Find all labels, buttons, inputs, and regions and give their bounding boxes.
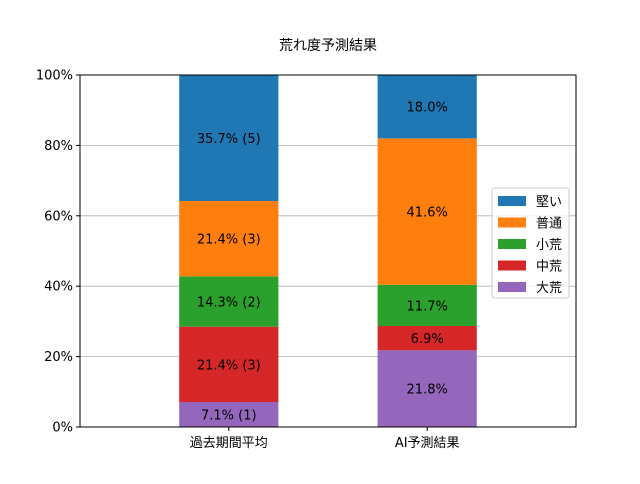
bar-label: 35.7% (5)	[197, 132, 261, 147]
legend-swatch	[498, 217, 526, 228]
bar-label: 11.7%	[407, 299, 448, 314]
bar-segment-中荒	[179, 326, 279, 403]
y-tick-label: 40%	[44, 280, 73, 295]
bar-segment-小荒	[179, 276, 279, 327]
bar-segment-中荒	[377, 325, 477, 351]
y-tick-label: 20%	[44, 350, 73, 365]
bar-segment-普通	[179, 201, 279, 277]
bar-label: 14.3% (2)	[197, 296, 261, 311]
chart-title: 荒れ度予測結果	[279, 38, 377, 54]
x-tick-label: AI予測結果	[395, 436, 460, 451]
bar-label: 21.8%	[407, 383, 448, 398]
bar-label: 21.4% (3)	[197, 358, 261, 373]
y-tick-label: 0%	[52, 421, 73, 436]
y-tick-label: 60%	[44, 209, 73, 224]
legend-label: 小荒	[536, 238, 562, 253]
bar-label: 21.4% (3)	[197, 233, 261, 248]
bar-segment-堅い	[377, 75, 477, 139]
x-tick-label: 過去期間平均	[190, 436, 268, 451]
bar-segment-堅い	[179, 75, 279, 202]
legend-swatch	[498, 196, 526, 206]
bar-segment-大荒	[377, 350, 477, 427]
legend-label: 普通	[536, 217, 562, 232]
bar-label: 6.9%	[411, 332, 444, 347]
legend-swatch	[498, 282, 526, 292]
y-tick-label: 100%	[36, 69, 73, 84]
bar-segment-小荒	[377, 284, 477, 326]
legend-swatch	[498, 239, 526, 249]
bar-label: 18.0%	[407, 101, 448, 116]
bar-label: 7.1% (1)	[201, 409, 257, 424]
bar-segment-大荒	[179, 402, 279, 427]
legend-label: 中荒	[536, 260, 562, 275]
legend-label: 大荒	[536, 281, 562, 296]
legend-swatch	[498, 260, 526, 271]
y-tick-label: 80%	[44, 139, 73, 154]
plot-frame	[79, 74, 577, 428]
legend-label: 堅い	[536, 195, 562, 210]
bar-segment-普通	[377, 138, 477, 285]
bar-label: 41.6%	[407, 206, 448, 221]
